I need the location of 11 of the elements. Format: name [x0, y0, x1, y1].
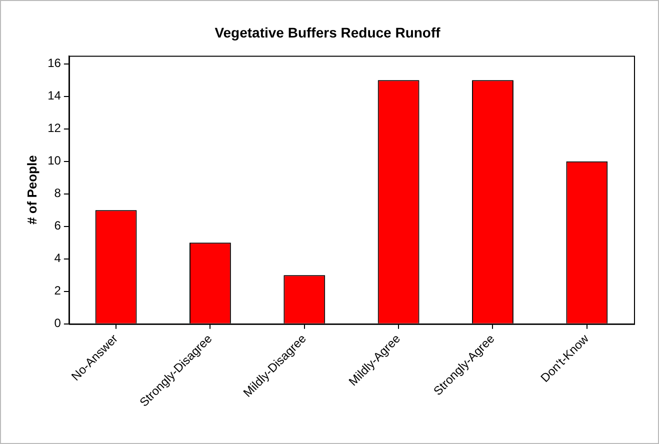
y-tick-label: 0 — [54, 316, 62, 330]
y-tick-label: 12 — [48, 121, 62, 136]
y-tick-label: 2 — [54, 284, 62, 298]
y-tick-label: 8 — [54, 186, 62, 200]
y-tick-label: 16 — [48, 56, 62, 70]
y-tick-label: 10 — [48, 154, 62, 168]
y-axis-title: # of People — [24, 155, 40, 225]
y-tick-label: 6 — [54, 218, 62, 233]
y-tick-label: 14 — [48, 88, 62, 103]
y-tick-label: 4 — [54, 251, 62, 266]
chart-title: Vegetative Buffers Reduce Runoff — [214, 24, 441, 40]
